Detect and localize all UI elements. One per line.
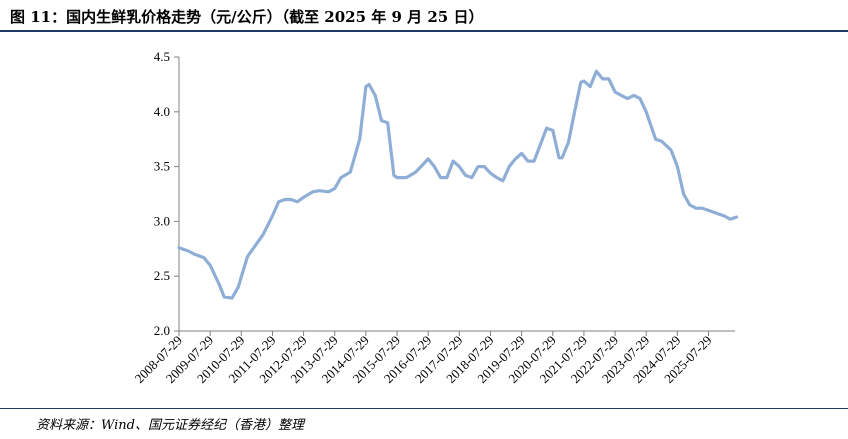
source-note: 资料来源：Wind、国元证券经纪（香港）整理 (36, 418, 304, 433)
x-axis-ticks: 2008-07-292009-07-292010-07-292011-07-29… (132, 331, 715, 386)
y-tick-label: 3.5 (154, 159, 170, 174)
y-tick-label: 4.5 (154, 49, 170, 64)
chart-axes (178, 57, 735, 332)
y-tick-label: 4.0 (154, 104, 170, 119)
y-axis-ticks: 2.0 2.5 3.0 3.5 4.0 4.5 (154, 49, 179, 338)
y-tick-label: 2.0 (154, 323, 170, 338)
y-tick-label: 2.5 (154, 268, 170, 283)
top-rule (0, 30, 848, 32)
bottom-rule (0, 408, 848, 409)
price-series-line (177, 69, 739, 300)
series-group (177, 69, 739, 300)
figure-title: 图 11：国内生鲜乳价格走势（元/公斤）（截至 2025 年 9 月 25 日） (10, 8, 484, 26)
y-tick-label: 3.0 (154, 213, 170, 228)
